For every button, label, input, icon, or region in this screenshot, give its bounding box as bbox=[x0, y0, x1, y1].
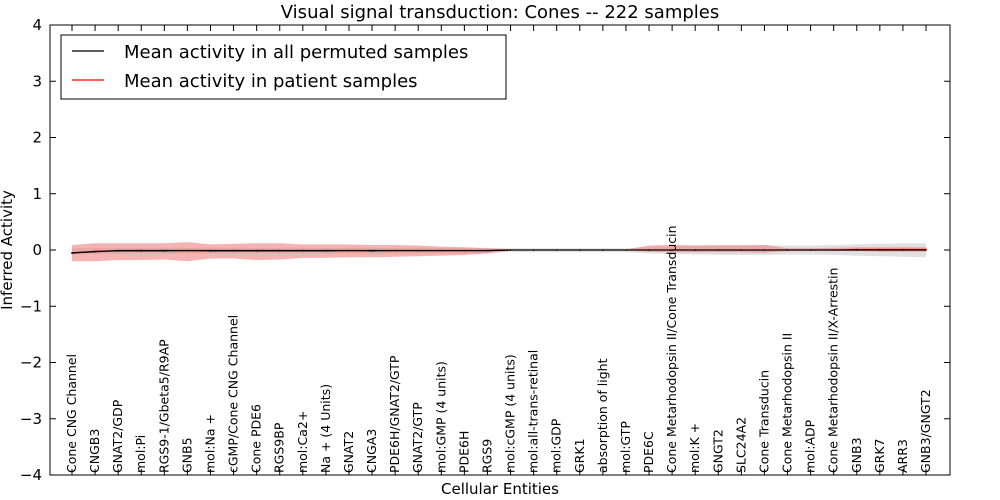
x-tick-label: PDE6C bbox=[641, 431, 656, 473]
x-tick-label: mol:GMP (4 units) bbox=[433, 361, 448, 473]
data-point bbox=[278, 249, 281, 252]
x-tick-label: Cone Metarhodopsin II bbox=[780, 333, 795, 473]
data-point bbox=[809, 249, 812, 251]
data-point bbox=[325, 249, 327, 252]
data-point bbox=[394, 249, 396, 252]
legend-label-permuted: Mean activity in all permuted samples bbox=[124, 42, 468, 63]
x-tick-label: GRK1 bbox=[572, 438, 587, 473]
x-tick-label: GRK7 bbox=[872, 438, 887, 473]
data-point bbox=[925, 249, 927, 251]
x-tick-label: mol:Ca2+ bbox=[295, 411, 310, 473]
x-tick-label: SLC24A2 bbox=[733, 417, 748, 473]
data-point bbox=[440, 249, 443, 252]
x-tick-label: CNGB3 bbox=[87, 429, 102, 473]
y-tick-label: −1 bbox=[20, 297, 42, 315]
plot-area bbox=[71, 242, 927, 262]
axes: 4 3 2 1 0 −1 −2 −3 −4 Cone CNG Channel CNGB3 GNAT2/… bbox=[20, 16, 951, 484]
data-point bbox=[186, 249, 189, 252]
y-tick-label: −3 bbox=[20, 410, 42, 428]
data-point bbox=[509, 249, 512, 251]
data-point bbox=[232, 249, 235, 252]
data-point bbox=[694, 249, 696, 251]
x-tick-label: RGS9-1/Gbeta5/R9AP bbox=[156, 339, 171, 473]
x-tick-label: GNB3 bbox=[849, 437, 864, 473]
x-tick-label: mol:cGMP (4 units) bbox=[503, 354, 518, 473]
data-point bbox=[578, 249, 581, 251]
x-tick-label: mol:all-trans-retinal bbox=[526, 350, 541, 473]
y-tick-label: 4 bbox=[32, 16, 42, 34]
x-tick-label: Cone CNG Channel bbox=[64, 354, 79, 473]
y-tick-label: −4 bbox=[20, 466, 42, 484]
x-tick-label: RGS9BP bbox=[272, 422, 287, 473]
x-tick-label: GNAT2 bbox=[341, 431, 356, 473]
x-tick-label: GNGT2 bbox=[710, 429, 725, 473]
x-tick-label: mol:GTP bbox=[618, 421, 633, 473]
y-tick-label: 1 bbox=[32, 185, 42, 203]
x-tick-label: Na + (4 Units) bbox=[318, 384, 333, 473]
data-point bbox=[786, 249, 789, 251]
legend: Mean activity in all permuted samples Me… bbox=[60, 34, 507, 100]
data-point bbox=[763, 249, 766, 251]
x-tick-label: PDE6H bbox=[456, 431, 471, 473]
data-point bbox=[140, 249, 143, 252]
series-line-0 bbox=[71, 249, 926, 254]
y-tick-label: −2 bbox=[20, 354, 42, 372]
data-point bbox=[71, 252, 73, 254]
data-point bbox=[602, 249, 604, 251]
x-tick-label: CNGA3 bbox=[364, 429, 379, 473]
y-tick-label: 3 bbox=[32, 72, 42, 90]
data-point bbox=[163, 249, 166, 252]
chart-title: Visual signal transduction: Cones -- 222… bbox=[281, 2, 719, 23]
x-tick-label: Cone Transducin bbox=[756, 370, 771, 473]
x-tick-label: ARR3 bbox=[895, 439, 910, 473]
data-point bbox=[832, 249, 835, 251]
data-point bbox=[371, 249, 373, 252]
data-point bbox=[879, 249, 881, 251]
x-tick-label: Cone Metarhodopsin II/Cone Transducin bbox=[664, 225, 679, 473]
data-point bbox=[902, 249, 904, 251]
data-point bbox=[486, 249, 489, 252]
x-tick-label: Cone PDE6 bbox=[249, 404, 264, 473]
x-axis-label: Cellular Entities bbox=[441, 480, 559, 498]
x-tick-label: mol:Na + bbox=[202, 414, 217, 473]
y-tick-label: 0 bbox=[32, 241, 42, 259]
y-tick-label: 2 bbox=[32, 129, 42, 147]
x-tick-label: PDE6H/GNAT2/GTP bbox=[387, 355, 402, 473]
data-point bbox=[463, 249, 466, 252]
data-point bbox=[209, 249, 212, 252]
y-axis-label: Inferred Activity bbox=[0, 190, 16, 310]
x-tick-label: GNB3/GNGT2 bbox=[918, 389, 933, 473]
x-tick-label: cGMP/Cone CNG Channel bbox=[226, 315, 241, 473]
x-tick-label: mol:K + bbox=[687, 423, 702, 473]
data-point bbox=[255, 249, 258, 252]
x-tick-label: GNAT2/GDP bbox=[110, 399, 125, 473]
x-tick-label: mol:ADP bbox=[803, 419, 818, 473]
legend-box bbox=[60, 34, 507, 100]
data-point bbox=[717, 249, 720, 251]
series-band-1 bbox=[72, 242, 926, 262]
legend-label-patient: Mean activity in patient samples bbox=[124, 71, 418, 92]
data-point bbox=[740, 249, 743, 251]
data-point bbox=[648, 249, 650, 251]
data-point bbox=[532, 249, 535, 251]
x-tick-label: mol:GDP bbox=[549, 418, 564, 473]
data-point bbox=[855, 249, 858, 251]
data-point bbox=[555, 249, 558, 251]
data-point bbox=[94, 250, 96, 253]
data-point bbox=[625, 249, 627, 251]
x-tick-label: GNAT2/GTP bbox=[410, 402, 425, 473]
x-tick-label: RGS9 bbox=[479, 439, 494, 473]
x-tick-label: GNB5 bbox=[179, 437, 194, 473]
data-point bbox=[302, 249, 304, 252]
data-point bbox=[117, 249, 119, 252]
x-tick-label: absorption of light bbox=[595, 358, 610, 473]
data-point bbox=[671, 249, 673, 251]
data-point bbox=[348, 249, 350, 252]
x-tick-label: Cone Metarhodopsin II/X-Arrestin bbox=[826, 268, 841, 473]
data-point bbox=[417, 249, 420, 252]
x-tick-label: mol:Pi bbox=[133, 435, 148, 473]
